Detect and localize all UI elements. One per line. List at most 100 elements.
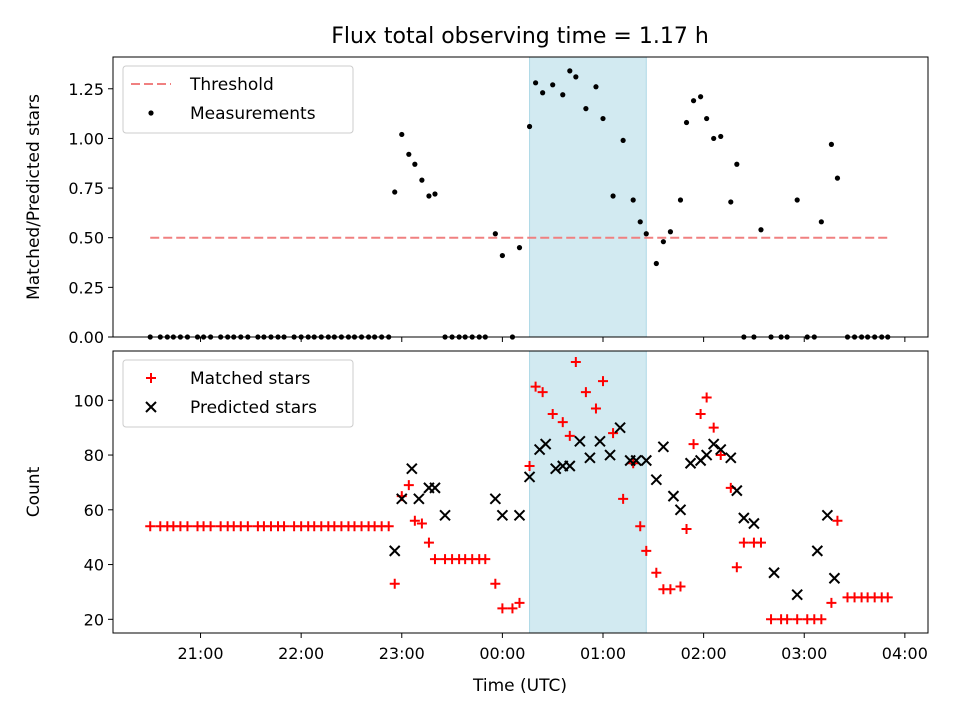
data-point — [882, 592, 893, 603]
y-axis-label: Count — [24, 466, 44, 517]
data-point — [734, 161, 740, 167]
data-point — [600, 115, 606, 122]
legend-swatch — [145, 401, 157, 413]
data-point — [794, 197, 800, 203]
series-matched-stars — [145, 356, 893, 625]
data-point — [681, 523, 692, 534]
data-point — [523, 471, 536, 483]
data-point — [695, 408, 706, 419]
data-point — [701, 392, 712, 403]
data-point — [516, 245, 523, 251]
data-point — [567, 68, 573, 74]
data-point — [403, 480, 414, 491]
data-point — [396, 493, 408, 505]
data-point — [490, 578, 501, 589]
data-point — [758, 227, 764, 233]
series-predicted-stars — [389, 421, 841, 601]
data-point — [683, 119, 690, 126]
data-point — [821, 509, 834, 521]
data-point — [524, 460, 535, 471]
data-point — [748, 517, 760, 530]
data-point — [598, 376, 609, 387]
x-tick-label: 22:00 — [278, 644, 324, 663]
data-point — [392, 189, 398, 195]
data-point — [145, 521, 156, 532]
y-tick-label: 40 — [84, 556, 104, 575]
data-point — [704, 115, 710, 122]
x-tick-label: 03:00 — [781, 644, 827, 663]
data-point — [667, 490, 680, 502]
data-point — [573, 74, 579, 80]
data-point — [530, 381, 541, 392]
data-point — [674, 504, 687, 516]
ratio-panel: 0.00 0.25 0.50 0.75 1.00 1.25 Matched/Predicte… — [24, 56, 929, 347]
data-point — [570, 356, 581, 367]
data-point — [610, 193, 616, 199]
data-point — [429, 554, 440, 565]
data-point — [497, 603, 508, 614]
data-point — [416, 518, 427, 529]
plot-frame — [112, 56, 929, 338]
data-point — [684, 457, 697, 469]
y-tick-label: 100 — [73, 391, 104, 410]
data-point — [828, 141, 835, 147]
data-point — [389, 545, 401, 557]
data-point — [496, 509, 509, 521]
data-point — [399, 131, 405, 138]
highlight-span — [529, 350, 647, 634]
data-point — [419, 177, 425, 183]
data-point — [426, 193, 432, 199]
data-point — [698, 94, 704, 100]
data-point — [564, 430, 575, 441]
data-point — [604, 449, 616, 461]
data-point — [409, 515, 420, 526]
data-point — [507, 603, 518, 614]
x-tick-label: 04:00 — [882, 644, 928, 663]
data-point — [832, 515, 843, 526]
data-point — [480, 554, 491, 565]
data-point — [242, 521, 253, 532]
data-point — [630, 454, 642, 467]
data-point — [715, 450, 726, 461]
data-point — [660, 239, 666, 245]
legend-label: Threshold — [189, 75, 274, 95]
data-point — [665, 584, 676, 595]
highlight-span — [529, 56, 647, 338]
data-point — [690, 98, 697, 104]
data-point — [413, 493, 425, 505]
data-point — [708, 422, 719, 433]
data-point — [423, 537, 434, 548]
data-point — [412, 161, 418, 167]
data-point — [584, 452, 596, 464]
data-point — [499, 252, 505, 259]
y-tick-label: 1.00 — [68, 129, 104, 148]
legend-label: Matched stars — [190, 369, 310, 389]
x-axis-label: Time (UTC) — [472, 676, 567, 696]
data-point — [550, 463, 562, 475]
data-point — [429, 482, 441, 494]
data-point — [550, 82, 556, 88]
data-point — [279, 521, 290, 532]
data-point — [731, 562, 742, 573]
data-point — [834, 175, 841, 181]
y-tick-label: 60 — [84, 501, 104, 520]
data-point — [738, 512, 750, 524]
data-point — [718, 133, 724, 140]
data-point — [532, 80, 539, 86]
data-point — [590, 403, 601, 414]
data-point — [677, 197, 684, 203]
data-point — [792, 614, 803, 625]
legend-box — [122, 65, 354, 134]
data-point — [540, 90, 546, 96]
data-point — [383, 521, 394, 532]
data-point — [755, 537, 766, 548]
y-tick-label: 1.25 — [68, 80, 104, 99]
data-point — [711, 135, 717, 142]
y-tick-label: 0.25 — [68, 278, 104, 297]
data-point — [818, 219, 824, 225]
data-point — [725, 452, 737, 464]
data-point — [657, 441, 670, 453]
data-point — [564, 460, 576, 472]
data-point — [651, 567, 662, 578]
